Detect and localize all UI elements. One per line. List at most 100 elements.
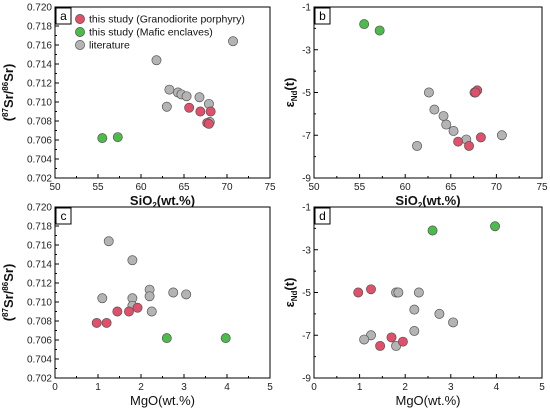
- data-point-literature: [409, 326, 420, 336]
- legend-label-literature: literature: [89, 40, 130, 52]
- data-point-literature: [103, 236, 114, 247]
- data-point-mafic: [220, 333, 231, 344]
- y-tick-label: 0.712: [27, 279, 52, 290]
- y-tick-label: 0.704: [27, 155, 52, 166]
- x-tick-label: 1: [357, 382, 363, 393]
- data-point-literature: [146, 306, 157, 317]
- x-tick-label: 50: [308, 182, 320, 193]
- y-tick-label: 0.714: [27, 260, 52, 271]
- x-tick-label: 4: [224, 382, 230, 393]
- y-tick-label: -9: [302, 374, 311, 385]
- y-tick-label: -3: [302, 45, 311, 56]
- data-point-mafic: [490, 221, 500, 232]
- panel-letter-box: [55, 7, 72, 25]
- plot-frame: [54, 6, 271, 179]
- y-tick-label: 0.718: [27, 22, 52, 33]
- data-point-granodiorite: [101, 317, 112, 328]
- x-tick-label: 5: [539, 382, 545, 393]
- y-axis-title: (87Sr/86Sr): [1, 264, 16, 322]
- x-tick-label: 2: [138, 382, 144, 393]
- x-axis-title: SiO2(wt.%): [130, 193, 195, 210]
- data-point-literature: [423, 87, 434, 98]
- y-tick-label: 0.704: [27, 355, 52, 366]
- x-tick-label: 70: [221, 182, 233, 193]
- data-point-literature: [181, 91, 192, 102]
- x-tick-label: 2: [402, 382, 408, 393]
- y-tick-label: -1: [302, 203, 311, 214]
- y-tick-label: 0.714: [27, 60, 52, 71]
- y-axis-title: εNd(t): [282, 278, 299, 308]
- y-tick-label: 0.706: [27, 336, 52, 347]
- data-point-mafic: [374, 25, 385, 36]
- data-point-literature: [164, 84, 175, 95]
- data-point-granodiorite: [184, 102, 195, 113]
- x-axis-title: MgO(wt.%): [396, 393, 461, 408]
- y-tick-label: 0.706: [27, 136, 52, 147]
- y-tick-label: 0.716: [27, 241, 52, 252]
- x-tick-label: 0: [311, 382, 317, 393]
- y-tick-label: -1: [302, 3, 311, 14]
- x-tick-label: 5: [267, 382, 273, 393]
- data-point-literature: [168, 287, 179, 298]
- data-point-literature: [359, 334, 370, 345]
- panel-letter: a: [60, 9, 67, 23]
- data-point-mafic: [112, 132, 123, 143]
- data-point-literature: [413, 287, 424, 298]
- data-point-literature: [409, 304, 420, 315]
- x-tick-label: 70: [491, 182, 503, 193]
- x-tick-label: 60: [400, 182, 412, 193]
- y-tick-label: -9: [302, 174, 311, 185]
- y-tick-label: 0.720: [27, 3, 52, 14]
- legend-label-granodiorite: this study (Granodiorite porphyry): [89, 14, 245, 26]
- data-point-literature: [448, 317, 459, 328]
- data-point-granodiorite: [453, 136, 464, 147]
- x-tick-label: 75: [536, 182, 548, 193]
- x-tick-label: 50: [49, 182, 61, 193]
- panel-letter: c: [61, 209, 67, 223]
- data-point-literature: [181, 289, 192, 300]
- data-point-literature: [127, 255, 138, 266]
- data-point-literature: [144, 291, 155, 302]
- data-point-literature: [496, 130, 507, 141]
- data-point-literature: [438, 111, 449, 121]
- data-point-mafic: [97, 133, 108, 144]
- x-tick-label: 55: [354, 182, 366, 193]
- y-tick-label: 0.708: [27, 117, 52, 128]
- y-tick-label: 0.712: [27, 79, 52, 90]
- data-point-literature: [228, 36, 238, 47]
- x-tick-label: 0: [52, 382, 58, 393]
- data-point-literature: [448, 126, 459, 136]
- y-tick-label: 0.718: [27, 222, 52, 233]
- y-tick-label: -7: [302, 131, 311, 142]
- data-point-granodiorite: [205, 106, 216, 117]
- panel-c: 0 1 2 3 4 5 0.702 0.704 0.706 0.708 0.710 0.712 0.71…: [1, 203, 273, 409]
- data-point-literature: [441, 119, 452, 130]
- data-point-granodiorite: [366, 284, 376, 295]
- y-tick-label: -7: [302, 331, 311, 342]
- x-tick-label: 65: [445, 182, 457, 193]
- data-point-literature: [412, 140, 423, 151]
- plot-frame: [313, 206, 543, 379]
- data-point-literature: [97, 293, 108, 304]
- data-point-granodiorite: [397, 336, 408, 347]
- legend-marker-literature: [75, 40, 85, 50]
- x-tick-label: 3: [181, 382, 187, 393]
- data-point-literature: [161, 101, 172, 112]
- y-tick-label: -3: [302, 245, 311, 256]
- data-point-mafic: [359, 19, 370, 30]
- data-point-literature: [429, 104, 440, 115]
- x-tick-label: 65: [178, 182, 190, 193]
- legend-label-mafic: this study (Mafic enclaves): [89, 27, 213, 39]
- legend: this study (Granodiorite porphyry)this s…: [75, 14, 245, 52]
- y-tick-label: -5: [302, 288, 311, 299]
- panel-letter-box: [55, 207, 72, 225]
- data-point-granodiorite: [464, 140, 474, 151]
- panel-b: 50 55 60 65 70 75 -1 -3 -5 -7 -9 SiO2(wt.%) εNd(t) b: [282, 3, 548, 211]
- data-point-literature: [393, 287, 404, 298]
- y-tick-label: 0.710: [27, 98, 52, 109]
- y-axis-title: εNd(t): [282, 78, 299, 108]
- panel-letter-box: [314, 207, 331, 225]
- y-tick-label: 0.708: [27, 317, 52, 328]
- y-tick-label: -5: [302, 88, 311, 99]
